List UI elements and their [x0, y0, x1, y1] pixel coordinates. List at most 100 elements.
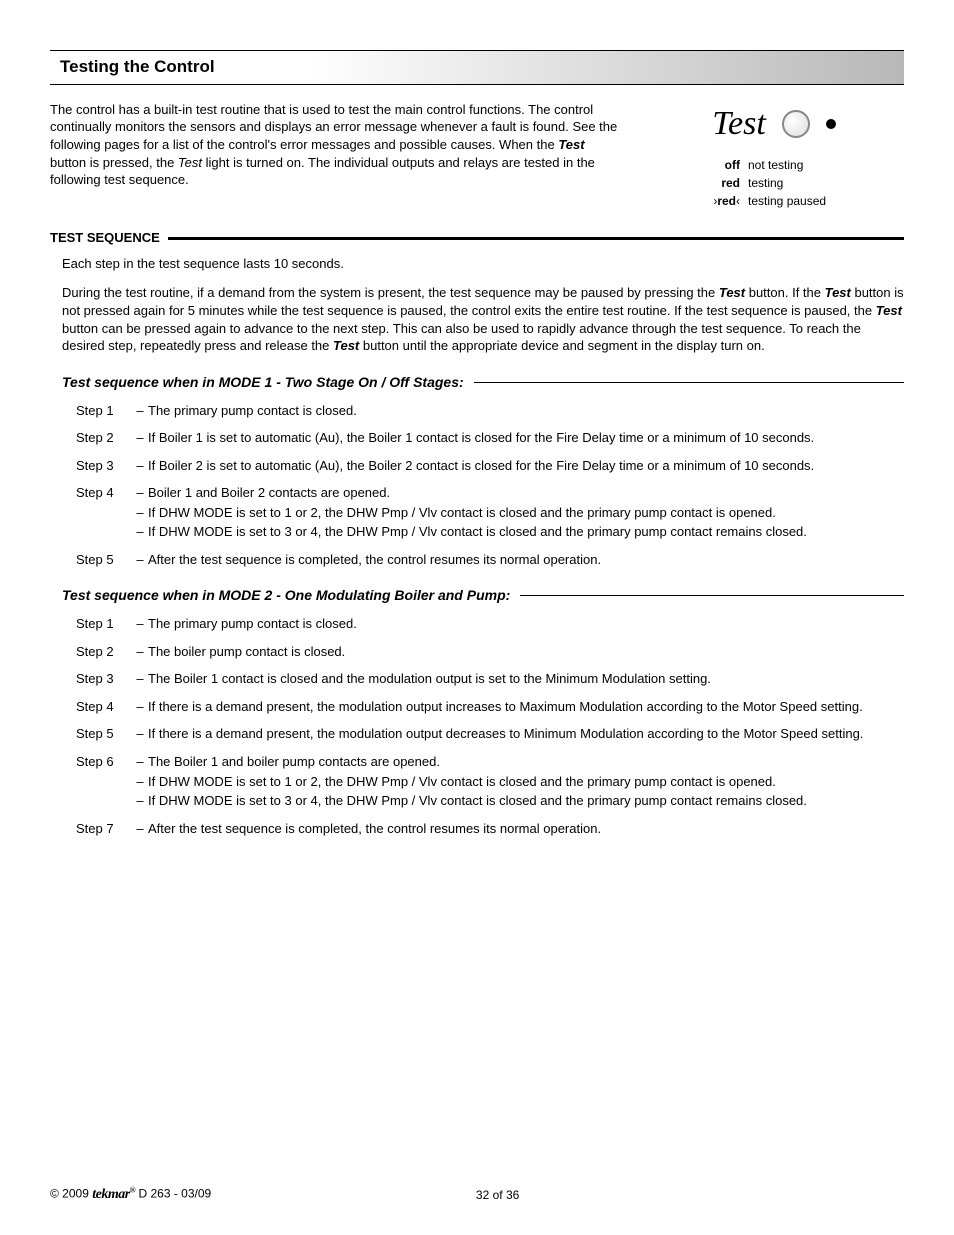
- seq-p2a: During the test routine, if a demand fro…: [62, 285, 719, 300]
- mode1-step3: Step 3–If Boiler 2 is set to automatic (…: [50, 457, 904, 475]
- dash-icon: –: [132, 484, 148, 502]
- step-text: The boiler pump contact is closed.: [148, 643, 904, 661]
- step-label: Step 1: [76, 615, 132, 633]
- mode2-step7: Step 7–After the test sequence is comple…: [50, 820, 904, 838]
- mode2-step1: Step 1–The primary pump contact is close…: [50, 615, 904, 633]
- step-label: Step 6: [76, 753, 132, 771]
- hline-thin-icon: [474, 382, 904, 383]
- step-label: Step 2: [76, 429, 132, 447]
- seq-p1: Each step in the test sequence lasts 10 …: [62, 255, 904, 273]
- step-text: The Boiler 1 and boiler pump contacts ar…: [148, 753, 904, 771]
- footer-docref: D 263 - 03/09: [135, 1187, 211, 1201]
- hline-thin-icon: [520, 595, 904, 596]
- mode1-step4: Step 4–Boiler 1 and Boiler 2 contacts ar…: [50, 484, 904, 541]
- substep-text: If DHW MODE is set to 1 or 2, the DHW Pm…: [148, 504, 776, 522]
- dash-icon: –: [132, 792, 148, 810]
- step-text: The Boiler 1 contact is closed and the m…: [148, 670, 904, 688]
- footer-left: © 2009 tekmar® D 263 - 03/09: [50, 1185, 211, 1205]
- step-text: If there is a demand present, the modula…: [148, 698, 904, 716]
- intro-p1a: The control has a built-in test routine …: [50, 102, 617, 152]
- mode1-step5: Step 5–After the test sequence is comple…: [50, 551, 904, 569]
- legend-val-flash: testing paused: [748, 193, 858, 209]
- dash-icon: –: [132, 551, 148, 569]
- arrow-right-icon: ‹: [736, 194, 740, 208]
- dash-icon: –: [132, 753, 148, 771]
- seq-test-4: Test: [333, 338, 359, 353]
- dash-icon: –: [132, 504, 148, 522]
- dash-icon: –: [132, 698, 148, 716]
- legend-val-red: testing: [748, 175, 858, 191]
- legend-key-flash-text: red: [717, 194, 736, 208]
- dash-icon: –: [132, 820, 148, 838]
- legend-key-flash: ›red‹: [690, 193, 740, 209]
- dash-icon: –: [132, 523, 148, 541]
- seq-test-3: Test: [876, 303, 902, 318]
- seq-test-2: Test: [825, 285, 851, 300]
- led-circle-icon: [782, 110, 810, 138]
- intro-text: The control has a built-in test routine …: [50, 101, 624, 211]
- substep-text: If DHW MODE is set to 3 or 4, the DHW Pm…: [148, 523, 807, 541]
- step-label: Step 1: [76, 402, 132, 420]
- seq-p2: During the test routine, if a demand fro…: [62, 284, 904, 354]
- step-text: If Boiler 1 is set to automatic (Au), th…: [148, 429, 904, 447]
- test-diagram-label: Test: [712, 101, 766, 147]
- dash-icon: –: [132, 725, 148, 743]
- step-text: The primary pump contact is closed.: [148, 615, 904, 633]
- step-text: After the test sequence is completed, th…: [148, 820, 904, 838]
- step-label: Step 2: [76, 643, 132, 661]
- seq-p2i: button until the appropriate device and …: [359, 338, 764, 353]
- mode1-step1: Step 1–The primary pump contact is close…: [50, 402, 904, 420]
- step-text: If Boiler 2 is set to automatic (Au), th…: [148, 457, 904, 475]
- mode2-step3: Step 3–The Boiler 1 contact is closed an…: [50, 670, 904, 688]
- substep-text: If DHW MODE is set to 1 or 2, the DHW Pm…: [148, 773, 776, 791]
- button-dot-icon: [826, 119, 836, 129]
- mode1-heading: Test sequence when in MODE 1 - Two Stage…: [62, 373, 904, 392]
- intro-test-bold-1: Test: [558, 137, 584, 152]
- mode1-heading-text: Test sequence when in MODE 1 - Two Stage…: [62, 373, 464, 392]
- mode2-heading: Test sequence when in MODE 2 - One Modul…: [62, 586, 904, 605]
- page-footer: © 2009 tekmar® D 263 - 03/09 32 of 36: [50, 1185, 904, 1205]
- dash-icon: –: [132, 429, 148, 447]
- intro-p1c: button is pressed, the: [50, 155, 178, 170]
- hline-icon: [168, 237, 904, 240]
- test-sequence-heading: TEST SEQUENCE: [50, 229, 904, 247]
- mode2-step4: Step 4–If there is a demand present, the…: [50, 698, 904, 716]
- dash-icon: –: [132, 773, 148, 791]
- test-diagram-top: Test: [644, 101, 904, 147]
- step-label: Step 4: [76, 698, 132, 716]
- legend-row-red: red testing: [644, 175, 904, 191]
- mode1-step2: Step 2–If Boiler 1 is set to automatic (…: [50, 429, 904, 447]
- seq-p2c: button. If the: [745, 285, 825, 300]
- step-label: Step 4: [76, 484, 132, 502]
- step-label: Step 7: [76, 820, 132, 838]
- mode2-step6: Step 6–The Boiler 1 and boiler pump cont…: [50, 753, 904, 810]
- step-label: Step 3: [76, 457, 132, 475]
- footer-copyright: © 2009: [50, 1187, 92, 1201]
- test-diagram: Test off not testing red testing ›red‹ t…: [644, 101, 904, 211]
- mode2-step5: Step 5–If there is a demand present, the…: [50, 725, 904, 743]
- footer-brand: tekmar®: [92, 1187, 135, 1202]
- legend-val-off: not testing: [748, 157, 858, 173]
- dash-icon: –: [132, 402, 148, 420]
- legend-row-flash: ›red‹ testing paused: [644, 193, 904, 209]
- step-text: If there is a demand present, the modula…: [148, 725, 904, 743]
- substep-text: If DHW MODE is set to 3 or 4, the DHW Pm…: [148, 792, 807, 810]
- legend-key-off: off: [690, 157, 740, 173]
- dash-icon: –: [132, 615, 148, 633]
- step-label: Step 3: [76, 670, 132, 688]
- intro-row: The control has a built-in test routine …: [50, 101, 904, 211]
- test-sequence-heading-text: TEST SEQUENCE: [50, 229, 160, 247]
- dash-icon: –: [132, 670, 148, 688]
- intro-test-italic: Test: [178, 155, 202, 170]
- step-label: Step 5: [76, 725, 132, 743]
- step-text: After the test sequence is completed, th…: [148, 551, 904, 569]
- test-legend: off not testing red testing ›red‹ testin…: [644, 157, 904, 210]
- dash-icon: –: [132, 457, 148, 475]
- footer-brand-text: tekmar: [92, 1187, 129, 1202]
- seq-test-1: Test: [719, 285, 745, 300]
- mode2-heading-text: Test sequence when in MODE 2 - One Modul…: [62, 586, 510, 605]
- step-text: The primary pump contact is closed.: [148, 402, 904, 420]
- dash-icon: –: [132, 643, 148, 661]
- mode2-step2: Step 2–The boiler pump contact is closed…: [50, 643, 904, 661]
- step-label: Step 5: [76, 551, 132, 569]
